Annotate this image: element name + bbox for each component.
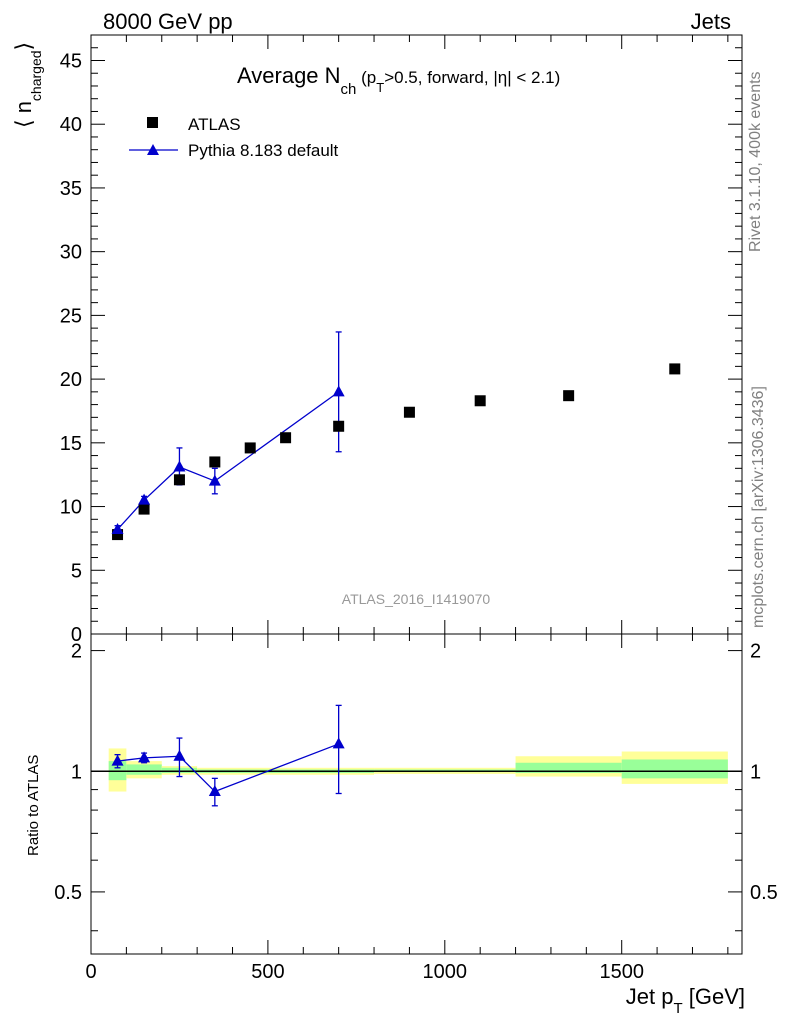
legend-label-atlas: ATLAS bbox=[188, 115, 241, 134]
ratio-ytick-label-left: 2 bbox=[71, 641, 82, 663]
pythia-point bbox=[111, 522, 124, 534]
main-ytick-label: 0 bbox=[71, 624, 82, 646]
ratio-uncertainty-band-stat bbox=[126, 764, 162, 775]
ratio-ytick-label-right: 1 bbox=[750, 761, 761, 783]
atlas-point bbox=[403, 406, 415, 418]
main-ytick-label: 10 bbox=[60, 497, 82, 519]
ratio-ytick-label-right: 0.5 bbox=[750, 882, 778, 904]
main-ylabel: ⟨ ncharged⟩ bbox=[11, 42, 44, 128]
x-tick-label: 1000 bbox=[423, 961, 468, 983]
atlas-point bbox=[173, 474, 185, 486]
ratio-pythia-point bbox=[208, 785, 221, 797]
header-energy: 8000 GeV pp bbox=[103, 9, 233, 34]
main-ytick-label: 40 bbox=[60, 114, 82, 136]
main-ytick-label: 35 bbox=[60, 178, 82, 200]
ratio-ylabel: Ratio to ATLAS bbox=[25, 755, 42, 856]
x-tick-label: 1500 bbox=[599, 961, 644, 983]
atlas-point bbox=[333, 420, 345, 432]
legend-marker-atlas bbox=[147, 117, 158, 128]
main-ytick-label: 5 bbox=[71, 560, 82, 582]
main-ytick-label: 20 bbox=[60, 369, 82, 391]
header-category: Jets bbox=[691, 9, 731, 34]
ratio-uncertainty-band-stat bbox=[621, 759, 728, 779]
rivet-label: Rivet 3.1.10, 400k events bbox=[747, 71, 764, 252]
ratio-pythia-point bbox=[138, 751, 151, 763]
ratio-plot-frame bbox=[90, 633, 743, 955]
main-ytick-label: 30 bbox=[60, 242, 82, 264]
pythia-point bbox=[173, 460, 186, 472]
legend-marker-pythia bbox=[147, 144, 159, 155]
legend-label-pythia: Pythia 8.183 default bbox=[188, 141, 339, 160]
x-tick-label: 500 bbox=[251, 961, 284, 983]
pythia-point bbox=[138, 493, 151, 505]
legend: ATLAS Pythia 8.183 default bbox=[129, 115, 339, 160]
atlas-point bbox=[280, 432, 292, 444]
ratio-plot-panel: 0.5 0.5 1 1 2 2 Ratio to ATLAS bbox=[25, 633, 778, 955]
main-ytick-label: 15 bbox=[60, 433, 82, 455]
atlas-point bbox=[112, 529, 124, 541]
atlas-point bbox=[474, 395, 486, 407]
ratio-pythia-point bbox=[332, 737, 345, 749]
x-tick-label: 0 bbox=[85, 961, 96, 983]
ratio-pythia-point bbox=[173, 749, 186, 761]
ratio-ytick-label-left: 1 bbox=[71, 761, 82, 783]
atlas-point bbox=[244, 442, 256, 454]
x-axis-label: Jet pT [GeV] bbox=[626, 984, 745, 1017]
ratio-ytick-label-right: 2 bbox=[750, 641, 761, 663]
atlas-point bbox=[209, 456, 221, 468]
main-ytick-label: 25 bbox=[60, 305, 82, 327]
pythia-point bbox=[208, 474, 221, 486]
atlas-point bbox=[669, 363, 681, 375]
atlas-point bbox=[563, 390, 575, 402]
atlas-point bbox=[138, 503, 150, 515]
pythia-point bbox=[332, 385, 345, 397]
ratio-uncertainty-band-stat bbox=[515, 762, 622, 774]
analysis-id: ATLAS_2016_I1419070 bbox=[342, 591, 491, 607]
ratio-ytick-label-left: 0.5 bbox=[54, 882, 82, 904]
main-plot-panel: 0 5 10 15 20 25 30 35 40 45 Average Nch (pT>0.5, … bbox=[11, 34, 743, 646]
mcplots-label: mcplots.cern.ch [arXiv:1306.3436] bbox=[750, 386, 767, 628]
main-ytick-label: 45 bbox=[60, 50, 82, 72]
pythia-line bbox=[117, 391, 340, 530]
ratio-pythia-point bbox=[111, 754, 124, 766]
main-title: Average Nch (pT>0.5, forward, |η| < 2.1) bbox=[237, 63, 560, 98]
